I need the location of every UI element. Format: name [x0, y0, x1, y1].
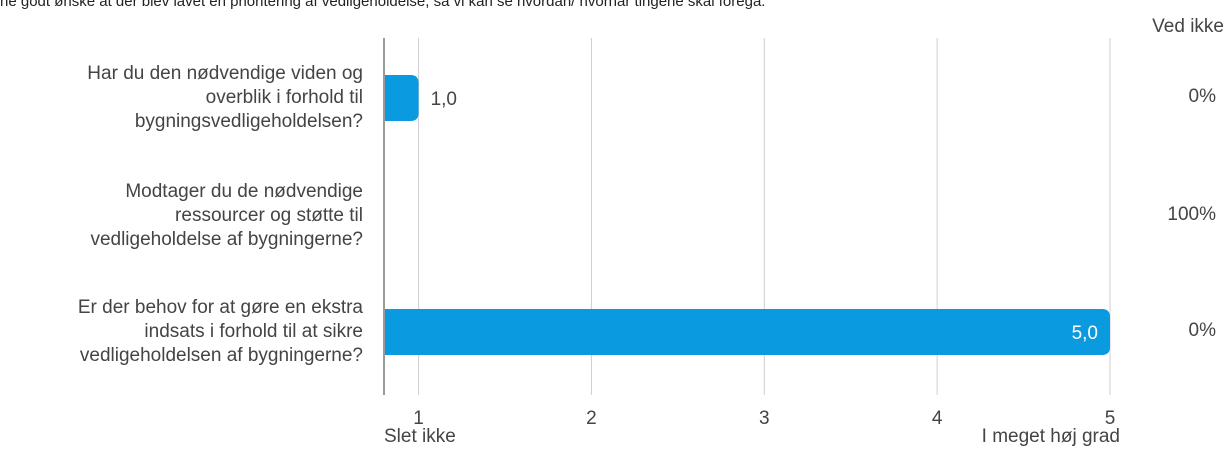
category-label-line: ressourcer og støtte til — [175, 205, 363, 226]
category-label-line: overblik i forhold til — [205, 87, 363, 108]
scale-high-label: I meget høj grad — [981, 426, 1120, 447]
category-label-line: vedligeholdelsen af bygningerne? — [79, 345, 363, 366]
x-tick-label-3: 3 — [759, 408, 770, 429]
bar-value-label-3: 5,0 — [1072, 323, 1098, 344]
dont-know-value-3: 0% — [1188, 320, 1216, 341]
dont-know-value-1: 0% — [1188, 86, 1216, 107]
bar-1 — [385, 75, 419, 121]
x-tick-label-2: 2 — [586, 408, 597, 429]
category-label-line: vedligeholdelse af bygningerne? — [90, 229, 363, 250]
dont-know-value-2: 100% — [1167, 204, 1216, 225]
category-label-line: indsats i forhold til at sikre — [144, 321, 363, 342]
category-label-line: bygningsvedligeholdelsen? — [134, 111, 363, 132]
category-label-line: Har du den nødvendige viden og — [87, 63, 363, 84]
x-tick-label-4: 4 — [932, 408, 943, 429]
category-label-line: Er der behov for at gøre en ekstra — [77, 297, 363, 318]
scale-low-label: Slet ikke — [384, 426, 456, 447]
bar-value-label-1: 1,0 — [431, 89, 457, 110]
x-tick-label-1: 1 — [413, 408, 424, 429]
x-tick-label-5: 5 — [1105, 408, 1116, 429]
category-label-3: Er der behov for at gøre en ekstra indsat… — [0, 296, 363, 368]
top-note-text: ne godt ønske at der blev lavet en prior… — [0, 0, 766, 10]
category-label-line: Modtager du de nødvendige — [125, 181, 363, 202]
bar-3 — [385, 309, 1110, 355]
category-label-1: Har du den nødvendige viden og overblik i… — [0, 62, 363, 134]
category-label-2: Modtager du de nødvendige ressourcer og s… — [0, 180, 363, 252]
dont-know-column-title: Ved ikke — [1152, 16, 1224, 37]
